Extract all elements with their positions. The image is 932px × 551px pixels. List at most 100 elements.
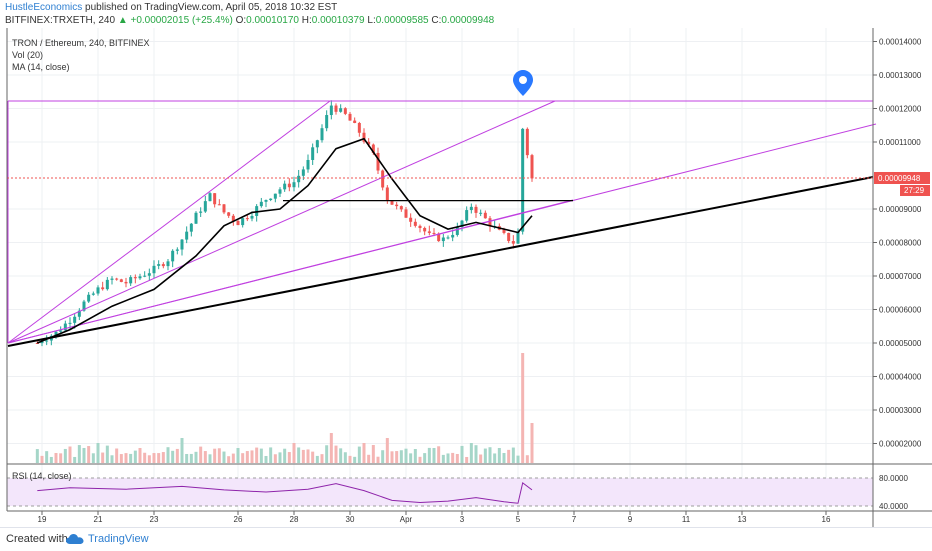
channel-lower-line	[7, 100, 556, 344]
rsi-tick-label: 80.0000	[879, 474, 908, 483]
rsi-line	[37, 482, 533, 504]
candle-body	[91, 293, 95, 295]
volume-bar	[124, 453, 128, 463]
candle-body	[418, 225, 422, 229]
open-label: O:	[235, 15, 247, 26]
candle-body	[320, 128, 324, 141]
time-tick-label: 23	[150, 515, 159, 524]
candle-body	[241, 218, 245, 226]
candle-body	[68, 322, 72, 324]
volume-bar	[115, 448, 119, 463]
candle-body	[157, 264, 161, 266]
volume-bar	[45, 451, 49, 463]
candle-body	[129, 277, 133, 284]
volume-bar	[320, 454, 324, 463]
price-tick-label: 0.00005000	[879, 339, 922, 348]
volume-bar	[161, 452, 165, 463]
time-tick-label: 3	[460, 515, 465, 524]
symbol-label: BITFINEX:TRXETH, 240	[5, 15, 116, 26]
candle-body	[334, 105, 338, 112]
candle-body	[329, 105, 333, 116]
volume-bar	[465, 456, 469, 463]
price-axis: 0.00014000 0.00013000 0.00012000 0.00011000…	[873, 38, 922, 449]
volume-bar	[488, 447, 492, 463]
candle-body	[259, 201, 263, 207]
volume-bar	[418, 456, 422, 463]
candle-body	[376, 152, 380, 171]
price-label: 0.00009948	[878, 174, 921, 183]
change-value: +0.00002015 (+25.4%)	[130, 15, 233, 26]
volume-bar	[87, 446, 91, 463]
candle-body	[469, 206, 473, 211]
candle-body	[413, 221, 417, 226]
volume-bar	[292, 443, 296, 463]
candle-body	[73, 316, 77, 323]
volume-bar	[297, 447, 301, 463]
volume-bar	[493, 453, 497, 463]
volume-bar	[399, 450, 403, 463]
candle-body	[521, 128, 525, 232]
volume-bar	[432, 448, 436, 463]
candle-body	[273, 193, 277, 199]
volume-bar	[502, 453, 506, 463]
candle-body	[203, 201, 207, 212]
rsi-tick-label: 40.0000	[879, 502, 908, 511]
volume-bar	[427, 447, 431, 463]
publish-line: HustleEconomics published on TradingView…	[5, 2, 337, 13]
volume-bar	[390, 451, 394, 463]
candle-body	[488, 218, 492, 227]
countdown-box	[900, 185, 930, 196]
location-pin-icon[interactable]	[513, 70, 533, 96]
candle-body	[264, 199, 268, 202]
lower-trendline	[7, 199, 574, 344]
volume-bar	[147, 455, 151, 463]
ma-line	[36, 137, 533, 344]
volume-bar	[255, 447, 259, 463]
low-value: 0.00009585	[375, 15, 429, 26]
volume-bar	[339, 448, 343, 463]
candle-body	[395, 204, 399, 207]
price-tick-label: 0.00003000	[879, 406, 922, 415]
time-tick-label: 19	[38, 515, 47, 524]
candle-body	[63, 323, 67, 331]
candle-body	[483, 212, 487, 219]
volume-bar	[404, 448, 408, 463]
tradingview-brand-link[interactable]: TradingView	[88, 533, 149, 545]
volume-bar	[180, 438, 184, 463]
volume-bar	[306, 449, 310, 463]
candle-body	[227, 212, 231, 216]
candle-body	[507, 232, 511, 242]
volume-bar	[101, 452, 105, 463]
price-label-box	[874, 172, 930, 184]
candle-body	[348, 113, 352, 121]
countdown-label: 27:29	[904, 186, 925, 195]
volume-bar	[381, 450, 385, 463]
volume-bar	[110, 455, 114, 463]
volume-bar	[287, 452, 291, 463]
grid	[7, 28, 873, 511]
volume-bar	[105, 445, 109, 463]
volume-bar	[59, 453, 63, 463]
price-tick-label: 0.00012000	[879, 105, 922, 114]
chart-header: HustleEconomics published on TradingView…	[0, 0, 932, 28]
volume-bar	[507, 449, 511, 463]
volume-bar	[203, 451, 207, 463]
volume-bar	[213, 448, 217, 463]
candle-body	[432, 232, 436, 234]
candle-body	[147, 273, 151, 276]
author-link[interactable]: HustleEconomics	[5, 2, 83, 13]
candle-body	[40, 341, 44, 344]
volume-bar	[217, 448, 221, 463]
volume-bar	[348, 455, 352, 463]
volume-bar	[311, 451, 315, 463]
time-tick-label: 11	[682, 515, 691, 524]
price-tick-label: 0.00004000	[879, 373, 922, 382]
candle-body	[427, 231, 431, 233]
time-tick-label: 5	[516, 515, 521, 524]
rsi-axis: 80.0000 40.0000	[879, 474, 908, 511]
volume-bar	[343, 452, 347, 463]
candle-body	[409, 217, 413, 222]
volume-bar	[474, 445, 478, 463]
ma-legend: MA (14, close)	[12, 62, 70, 72]
price-chart[interactable]: TRON / Ethereum, 240, BITFINEX Vol (20) …	[0, 0, 932, 527]
